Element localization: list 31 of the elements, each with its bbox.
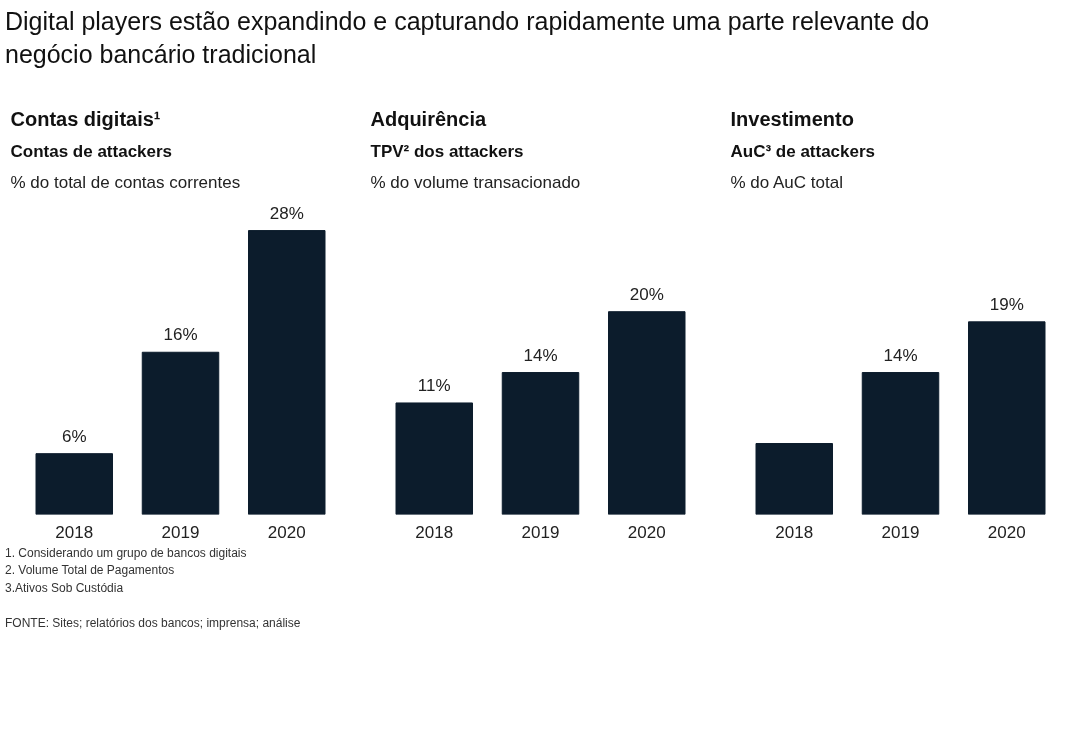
chart-title: Investimento (730, 107, 854, 130)
chart-title: Contas digitais¹ (10, 107, 161, 130)
data-label: 11% (417, 375, 451, 395)
x-tick-label: 2019 (521, 522, 560, 542)
x-tick-label: 2020 (267, 522, 306, 542)
chart-subtitle: AuC³ de attackers (730, 141, 876, 161)
text: 2. Volume Total de Pagamentos (5, 563, 175, 578)
data-label: 19% (989, 294, 1024, 314)
chart-title: Adquirência (370, 107, 487, 130)
text: Digital players estão expandindo e capturando rapidamente uma parte relevante do negócio bancário tradicional (5, 6, 931, 70)
x-tick-label: 2018 (775, 522, 814, 542)
text: 3.Ativos Sob Custódia (5, 580, 124, 595)
data-label: 16% (163, 325, 198, 345)
source-note: FONTE: Sites; relatórios dos bancos; imprensa; análise (5, 615, 301, 630)
text: 1. Considerando um grupo de bancos digitais (5, 546, 247, 560)
x-tick-label: 2018 (415, 522, 454, 542)
y-axis-title: % do total de contas correntes (10, 172, 241, 192)
data-label: 20% (629, 284, 664, 304)
x-tick-label: 2019 (161, 522, 200, 542)
chart-subtitle: TPV² dos attackers (370, 141, 524, 161)
data-label: 14% (523, 345, 558, 365)
data-label: 28% (269, 203, 304, 223)
y-axis-title: % do volume transacionado (370, 172, 581, 192)
chart-subtitle: Contas de attackers (10, 141, 173, 161)
data-label: 6% (61, 426, 87, 446)
x-tick-label: 2020 (987, 522, 1026, 542)
y-axis-title: % do AuC total (730, 172, 843, 192)
data-label: 14% (883, 345, 918, 365)
x-tick-label: 2019 (881, 522, 920, 542)
x-tick-label: 2020 (627, 522, 666, 542)
x-tick-label: 2018 (55, 522, 94, 542)
